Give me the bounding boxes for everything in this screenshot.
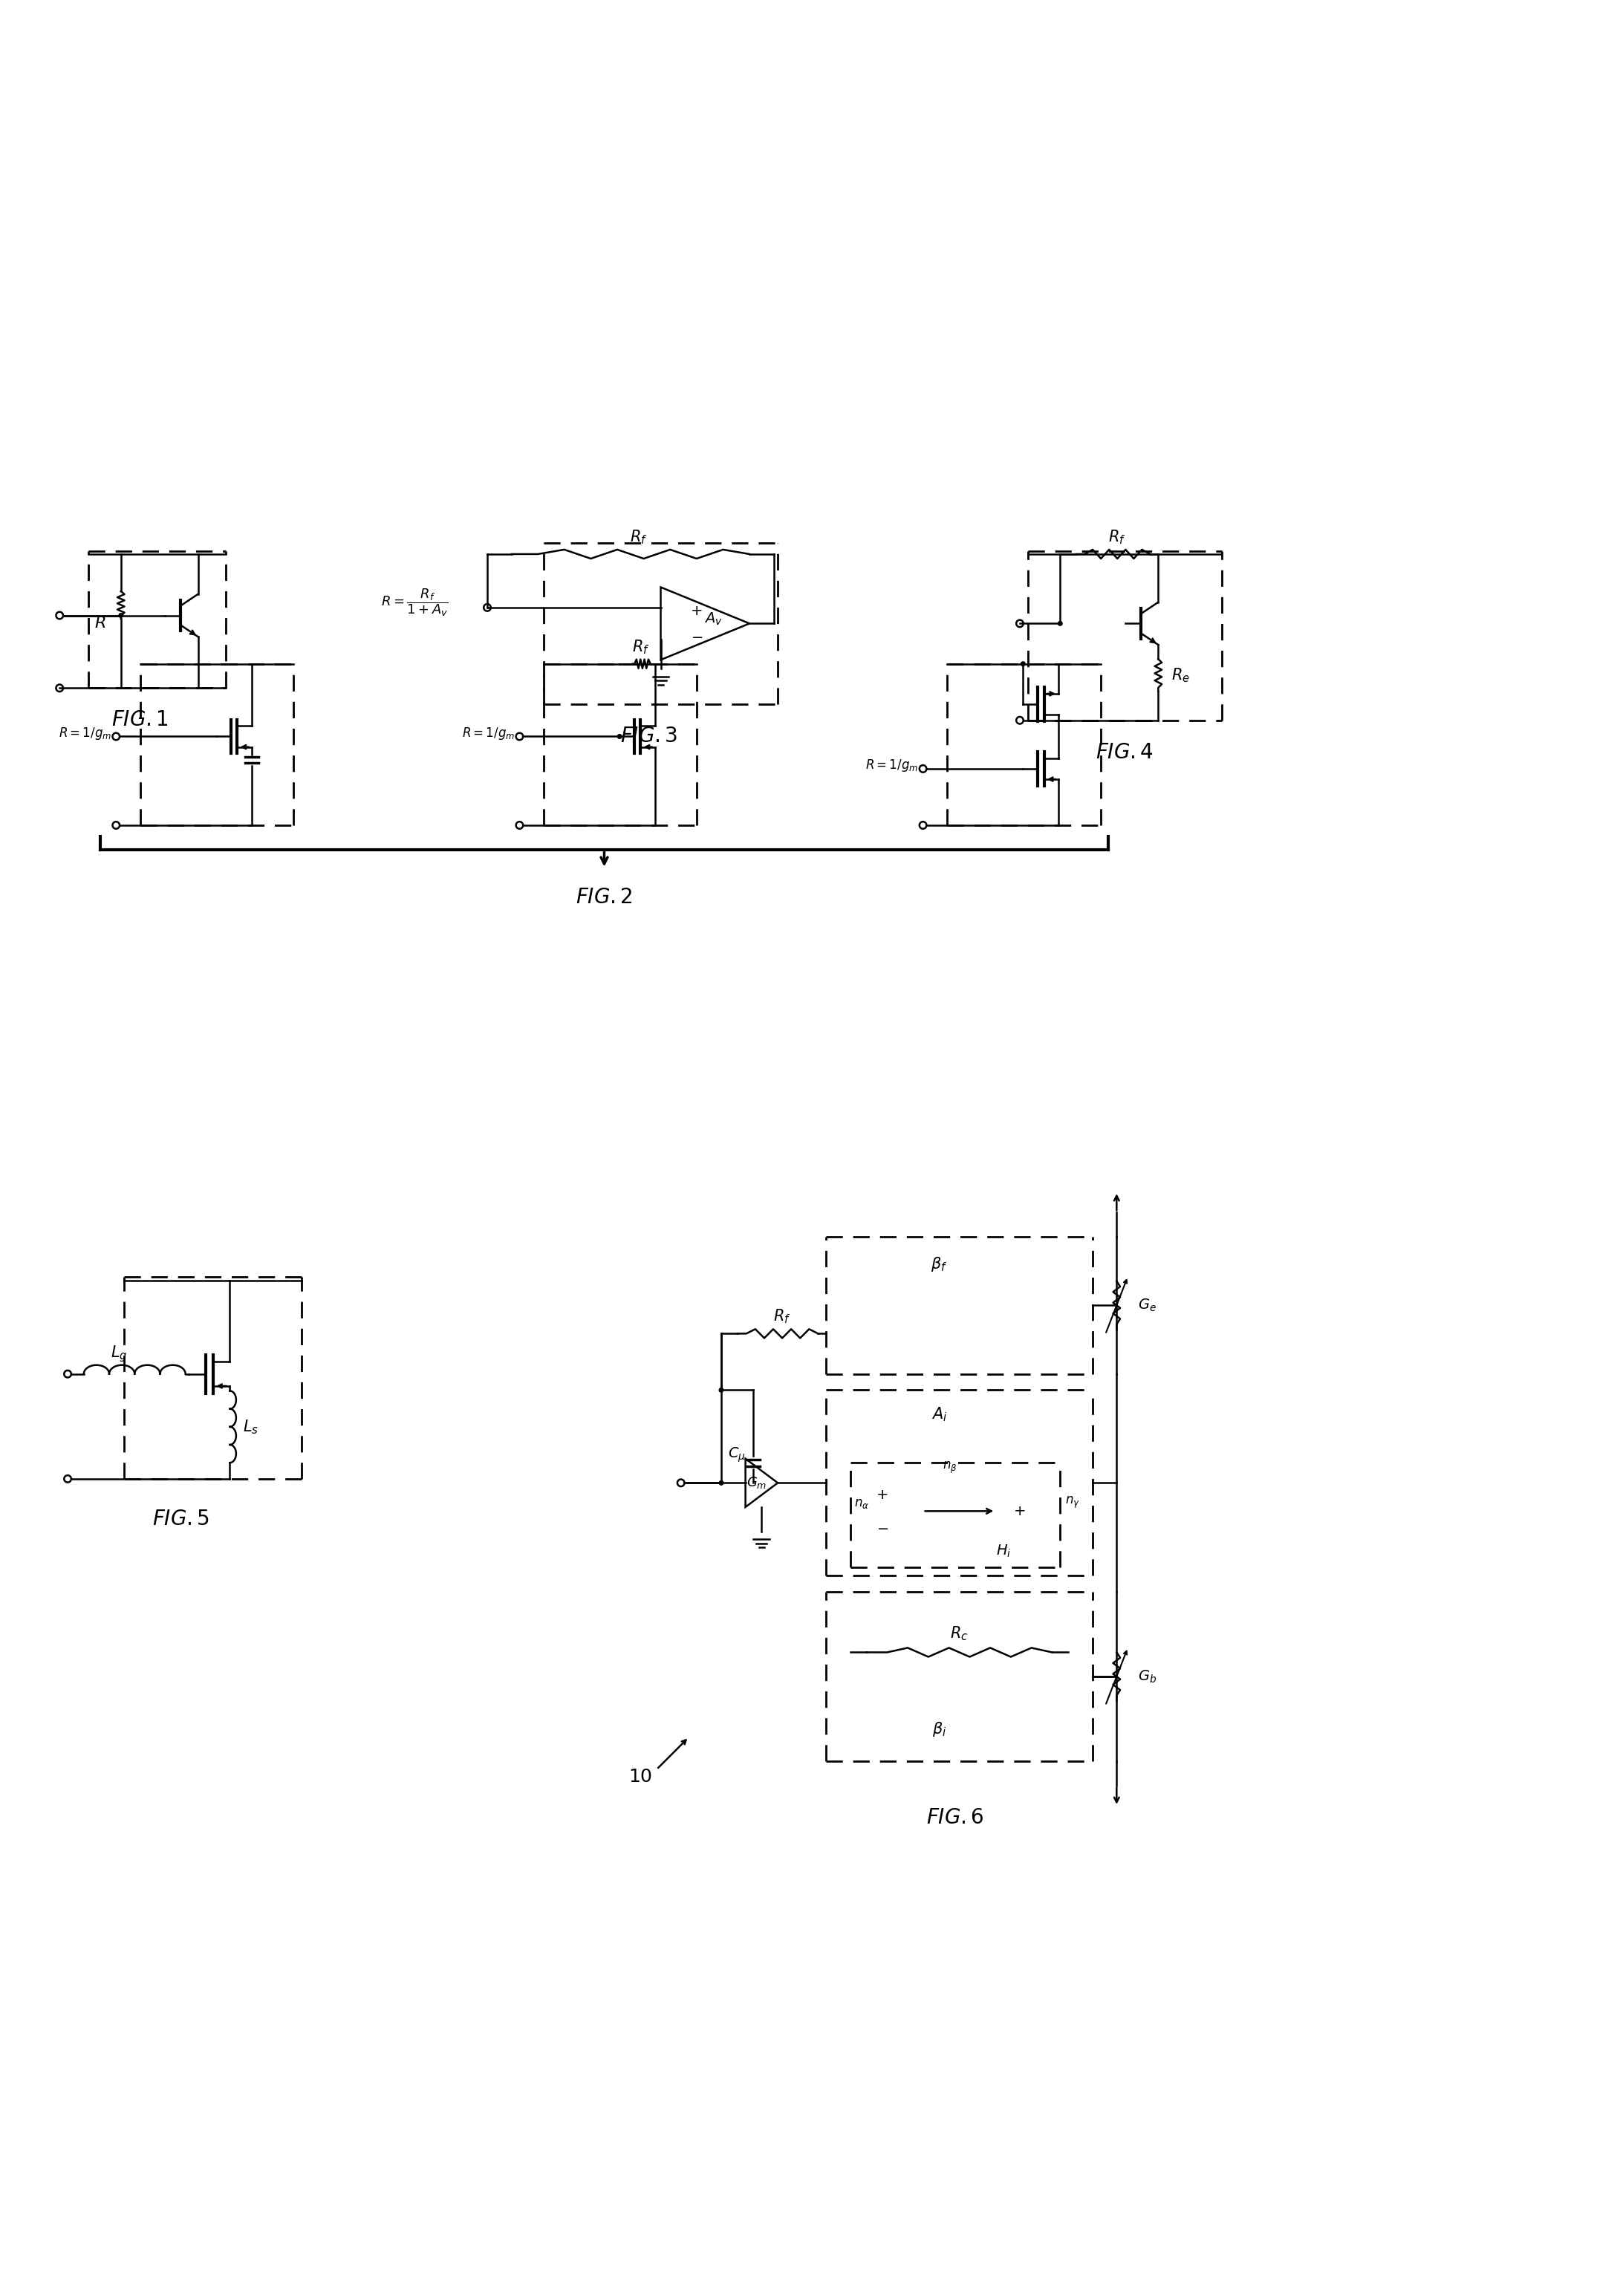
Text: $G_m$: $G_m$ [747, 1476, 766, 1490]
Text: $R_f$: $R_f$ [773, 1309, 791, 1325]
Text: $R_f$: $R_f$ [632, 638, 650, 657]
Text: $G_b$: $G_b$ [1137, 1669, 1157, 1685]
Text: $R_e$: $R_e$ [1171, 666, 1189, 684]
Text: $R_f$: $R_f$ [630, 528, 648, 546]
Text: $-$: $-$ [692, 629, 703, 643]
Text: $H_i$: $H_i$ [996, 1543, 1011, 1559]
Text: $R = 1/g_m$: $R = 1/g_m$ [58, 726, 112, 742]
Text: $FIG. 3$: $FIG. 3$ [620, 726, 677, 746]
Text: $\beta_i$: $\beta_i$ [931, 1720, 946, 1738]
Text: $L_s$: $L_s$ [243, 1419, 258, 1435]
Text: $n_\beta$: $n_\beta$ [943, 1460, 957, 1474]
Text: $FIG. 4$: $FIG. 4$ [1095, 742, 1153, 762]
Text: $R_c$: $R_c$ [951, 1626, 969, 1642]
Text: $L_g$: $L_g$ [112, 1343, 128, 1364]
Circle shape [1021, 661, 1025, 666]
Text: +: + [1014, 1504, 1025, 1518]
Text: $FIG. 6$: $FIG. 6$ [927, 1807, 983, 1828]
Text: $R_f$: $R_f$ [1108, 528, 1126, 546]
Text: $A_i$: $A_i$ [931, 1405, 948, 1424]
Text: $R$: $R$ [94, 615, 105, 631]
Circle shape [617, 735, 622, 739]
Text: $\beta_f$: $\beta_f$ [931, 1256, 948, 1272]
Text: $G_e$: $G_e$ [1137, 1297, 1157, 1313]
Text: +: + [876, 1488, 889, 1502]
Circle shape [118, 613, 123, 618]
Text: $n_\alpha$: $n_\alpha$ [854, 1497, 868, 1511]
Text: $A_v$: $A_v$ [705, 611, 723, 627]
Text: $-$: $-$ [876, 1520, 889, 1534]
Circle shape [1058, 622, 1063, 625]
Text: $FIG. 2$: $FIG. 2$ [575, 889, 633, 907]
Text: $FIG. 5$: $FIG. 5$ [152, 1508, 209, 1529]
Text: $n_\gamma$: $n_\gamma$ [1064, 1495, 1081, 1511]
Circle shape [719, 1389, 724, 1391]
Text: +: + [690, 604, 703, 618]
Text: $FIG. 1$: $FIG. 1$ [112, 709, 168, 730]
Text: $R = 1/g_m$: $R = 1/g_m$ [865, 758, 919, 774]
Text: $10$: $10$ [629, 1768, 653, 1786]
Text: $R = \dfrac{R_f}{1+A_v}$: $R = \dfrac{R_f}{1+A_v}$ [381, 588, 449, 618]
Text: $C_\mu$: $C_\mu$ [727, 1446, 745, 1465]
Circle shape [719, 1481, 724, 1486]
Text: $R = 1/g_m$: $R = 1/g_m$ [462, 726, 515, 742]
